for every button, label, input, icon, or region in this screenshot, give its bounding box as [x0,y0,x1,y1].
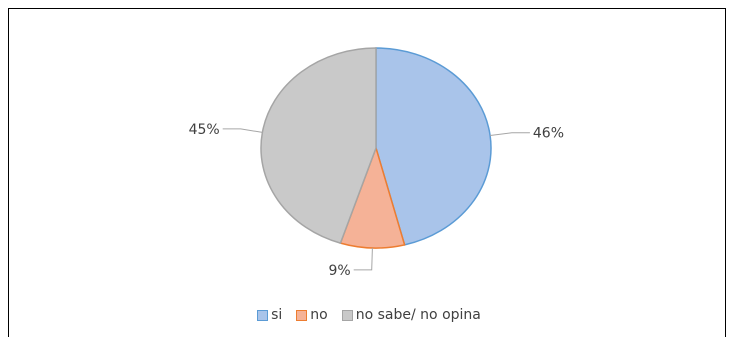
legend-item-no: no [296,307,328,323]
data-label-no: 9% [328,263,350,279]
legend-swatch-si [257,309,269,321]
data-label-si: 46% [533,126,564,142]
legend-swatch-no-sabe [341,309,353,321]
legend: si no no sabe/ no opina [0,307,738,323]
data-label-no-sabe: 45% [189,122,220,138]
legend-label-no-sabe: no sabe/ no opina [355,307,481,323]
legend-item-si: si [257,307,282,323]
leader-line-no [353,247,373,271]
leader-line-si [490,132,530,136]
legend-swatch-no [296,309,308,321]
legend-label-si: si [271,307,283,323]
legend-item-no-sabe: no sabe/ no opina [341,307,481,323]
pie-slice-no-sabe [260,47,377,245]
leader-line-no-sabe [222,128,263,133]
legend-label-no: no [310,307,328,323]
chart-frame [8,8,726,337]
